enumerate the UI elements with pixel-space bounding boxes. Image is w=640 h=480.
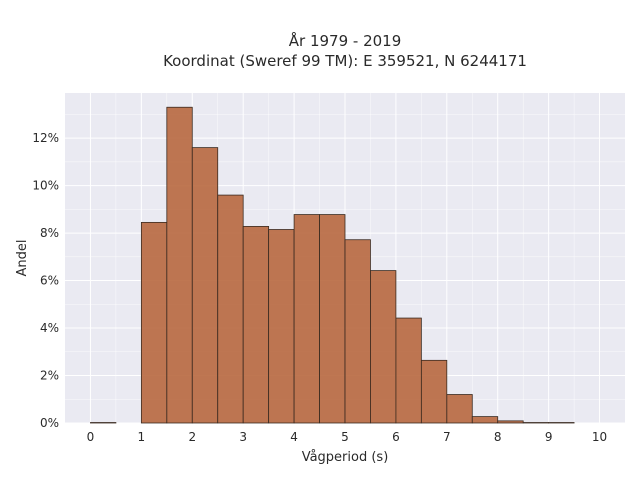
x-tick-label: 6	[392, 430, 400, 444]
histogram-bar	[268, 229, 295, 424]
histogram-bar	[217, 194, 244, 424]
y-tick-label: 4%	[40, 321, 59, 335]
histogram-bar	[319, 214, 346, 424]
x-tick-label: 4	[290, 430, 298, 444]
x-tick-label: 1	[138, 430, 146, 444]
x-tick-label: 0	[87, 430, 95, 444]
histogram-bar	[191, 147, 219, 424]
x-tick-label: 10	[592, 430, 607, 444]
histogram-bar	[140, 221, 168, 424]
y-ticks: 0% 2% 4% 6% 8% 10% 12%	[32, 131, 59, 430]
x-ticks: 0 1 2 3 4 5 6 7 8 9 10	[87, 430, 608, 444]
histogram-bar	[293, 214, 320, 424]
histogram-bar	[395, 317, 422, 424]
x-tick-label: 2	[188, 430, 196, 444]
chart-title: År 1979 - 2019	[289, 31, 402, 50]
histogram-bar	[242, 226, 270, 424]
x-tick-label: 5	[341, 430, 349, 444]
histogram-bar	[420, 359, 448, 424]
histogram-bar	[446, 394, 473, 424]
x-tick-label: 7	[443, 430, 451, 444]
chart-subtitle: Koordinat (Sweref 99 TM): E 359521, N 62…	[163, 52, 527, 70]
y-axis-label: Andel	[15, 240, 30, 277]
y-tick-label: 2%	[40, 369, 59, 383]
histogram-bar	[370, 270, 397, 424]
histogram-bar	[497, 420, 524, 424]
histogram-bar	[344, 239, 371, 424]
x-tick-label: 8	[494, 430, 502, 444]
y-tick-label: 12%	[32, 131, 59, 145]
x-axis-label: Vågperiod (s)	[302, 450, 389, 465]
x-tick-label: 9	[545, 430, 553, 444]
histogram-bar	[471, 416, 499, 424]
histogram-bar	[166, 106, 193, 424]
y-tick-label: 10%	[32, 179, 59, 193]
y-tick-label: 6%	[40, 274, 59, 288]
y-tick-label: 8%	[40, 226, 59, 240]
x-tick-label: 3	[239, 430, 247, 444]
y-tick-label: 0%	[40, 416, 59, 430]
bars	[90, 106, 575, 424]
